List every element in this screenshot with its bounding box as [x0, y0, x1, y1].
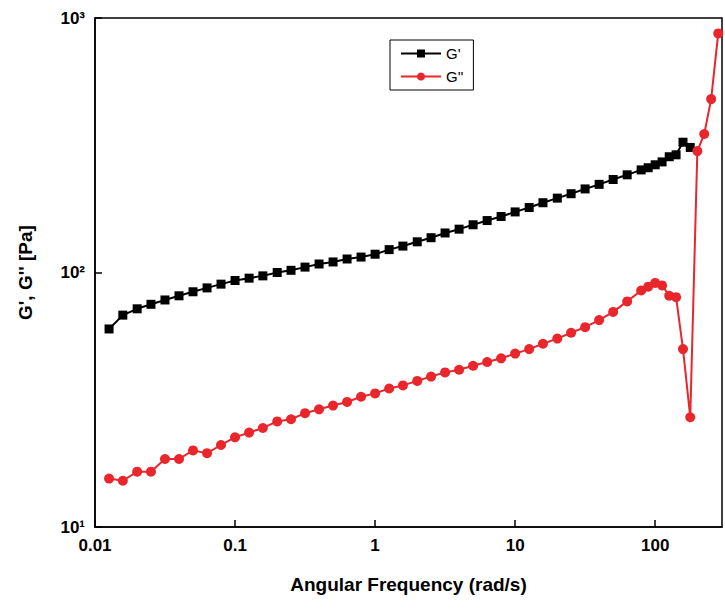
svg-text:10²: 10²	[60, 263, 85, 282]
svg-text:Angular Frequency (rad/s): Angular Frequency (rad/s)	[290, 574, 527, 595]
svg-text:0.1: 0.1	[223, 536, 247, 555]
svg-text:10¹: 10¹	[60, 518, 85, 537]
svg-text:G': G'	[446, 45, 461, 62]
svg-text:10³: 10³	[60, 9, 85, 28]
svg-text:G', G'' [Pa]: G', G'' [Pa]	[15, 225, 36, 320]
svg-text:10: 10	[506, 536, 525, 555]
svg-text:0.01: 0.01	[78, 536, 111, 555]
svg-text:G'': G''	[446, 68, 464, 85]
svg-text:100: 100	[641, 536, 669, 555]
svg-text:1: 1	[370, 536, 379, 555]
